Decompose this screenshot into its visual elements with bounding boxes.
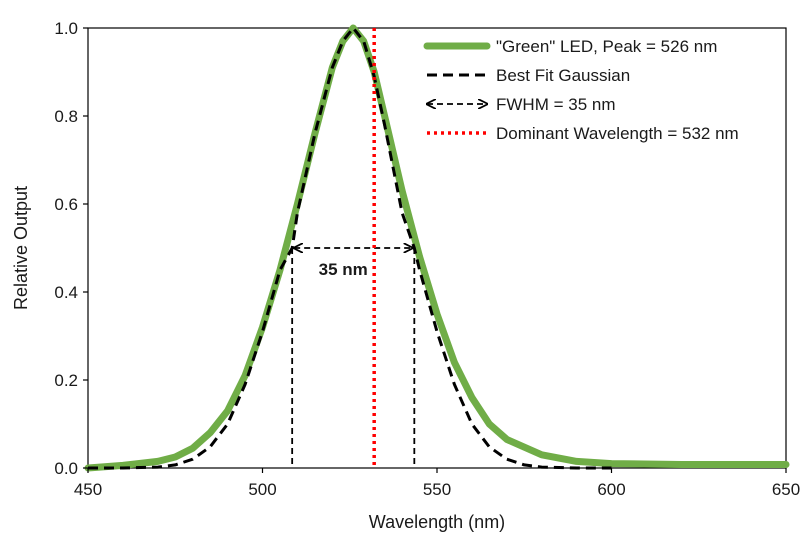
plot-frame [87,27,787,469]
x-tick-label: 550 [423,480,451,499]
y-axis-ticks: 0.0 0.2 0.4 0.6 0.8 1.0 [54,19,88,478]
x-tick-label: 450 [74,480,102,499]
y-tick-label: 0.8 [54,107,78,126]
fwhm-annotation-label: 35 nm [319,260,368,279]
y-tick-label: 0.0 [54,459,78,478]
y-axis-title: Relative Output [11,186,31,310]
x-tick-label: 500 [248,480,276,499]
plot-area [84,24,790,472]
y-tick-label: 0.2 [54,371,78,390]
x-axis-title: Wavelength (nm) [369,512,505,532]
series-line-led [84,24,790,472]
legend-label-led: "Green" LED, Peak = 526 nm [496,37,717,56]
legend-label-fwhm: FWHM = 35 nm [496,95,616,114]
x-tick-label: 600 [597,480,625,499]
y-tick-label: 0.4 [54,283,78,302]
y-tick-label: 1.0 [54,19,78,38]
x-tick-label: 650 [772,480,800,499]
legend-label-gaussian: Best Fit Gaussian [496,66,630,85]
legend-label-dominant: Dominant Wavelength = 532 nm [496,124,739,143]
y-tick-label: 0.6 [54,195,78,214]
legend: "Green" LED, Peak = 526 nm Best Fit Gaus… [423,37,739,143]
x-axis-ticks: 450 500 550 600 650 [74,468,800,499]
